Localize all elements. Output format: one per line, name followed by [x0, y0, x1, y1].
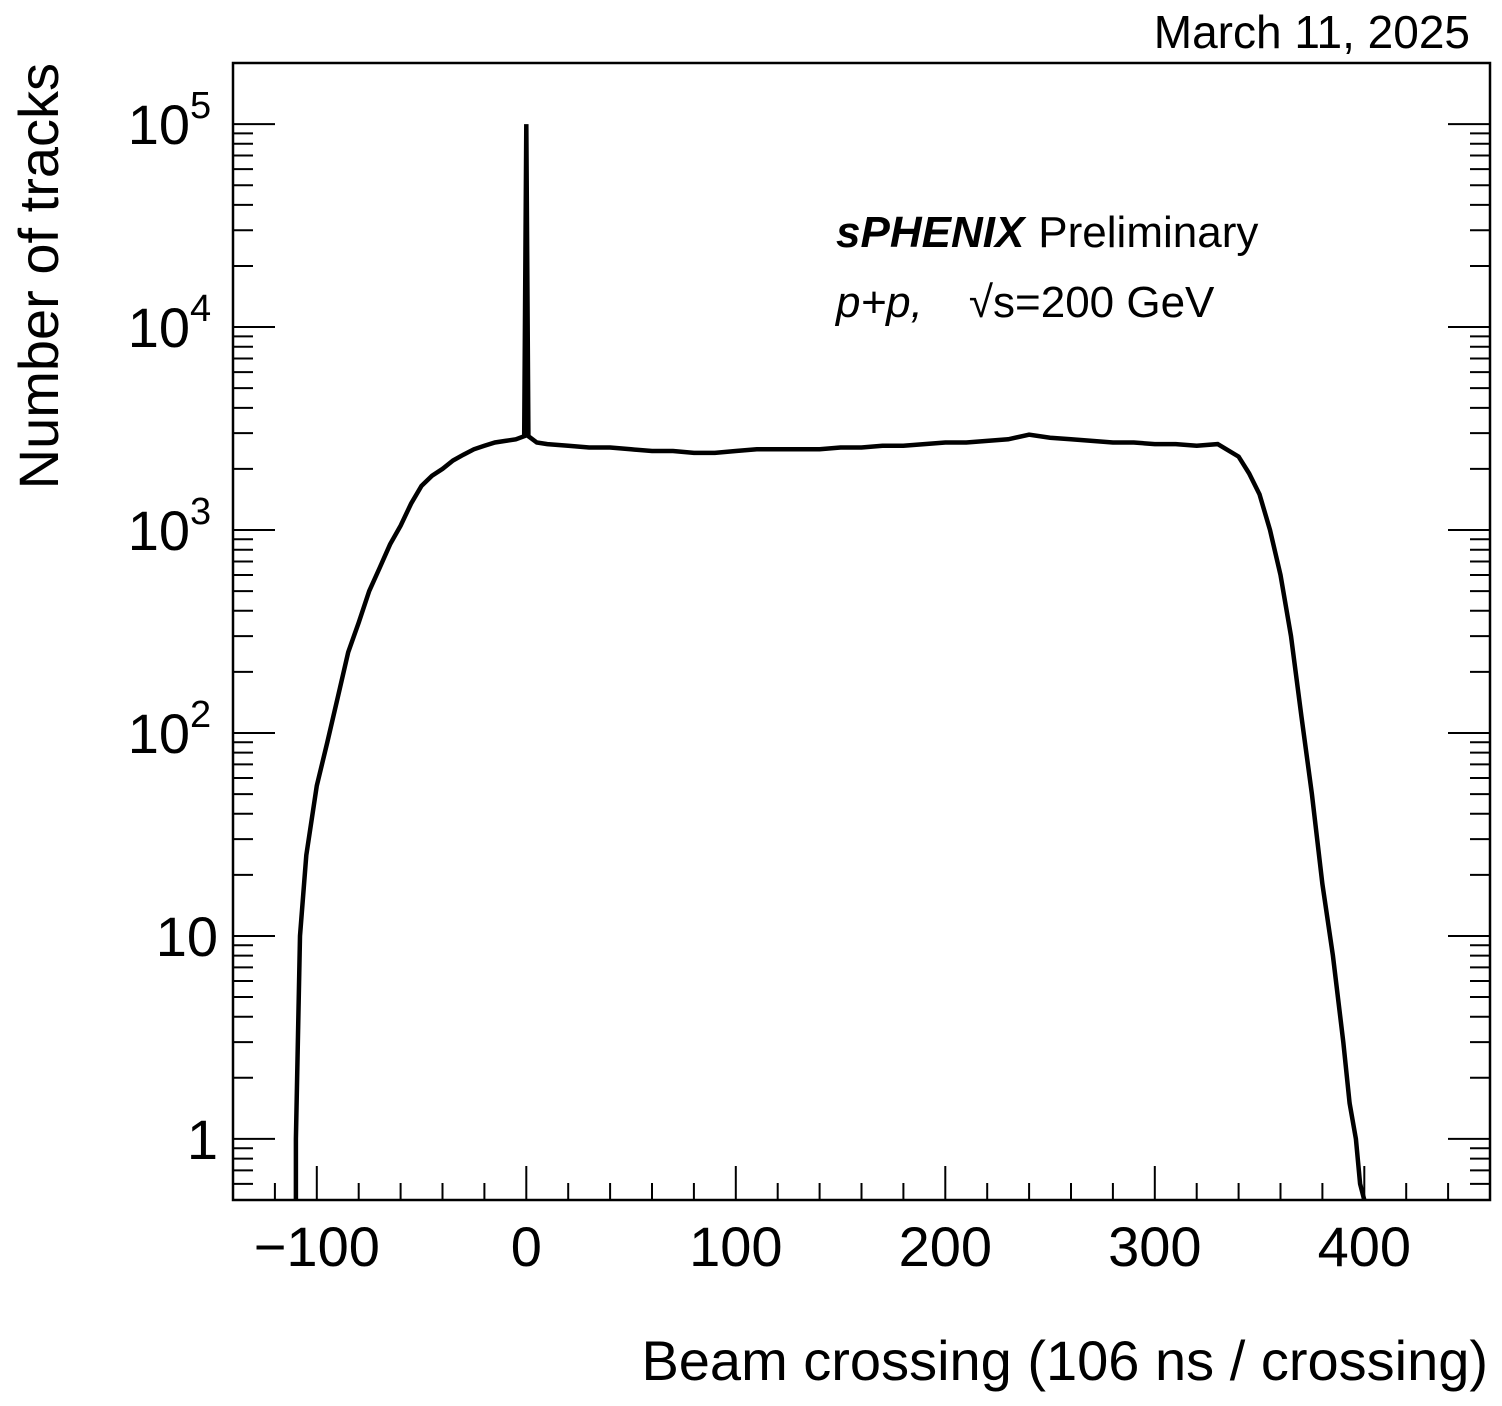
x-axis-label: Beam crossing (106 ns / crossing)	[641, 1329, 1488, 1392]
x-tick-label: 400	[1318, 1215, 1411, 1278]
y-tick-label: 10	[156, 905, 218, 968]
x-tick-label: 300	[1108, 1215, 1201, 1278]
collision-system: p+p,	[834, 278, 923, 327]
date-stamp: March 11, 2025	[1154, 6, 1470, 58]
experiment-label: sPHENIX Preliminary	[836, 208, 1258, 257]
energy-symbol: √s	[969, 278, 1015, 327]
y-tick-label: 10	[128, 93, 190, 156]
x-tick-label: 200	[899, 1215, 992, 1278]
y-tick-exponent: 3	[190, 491, 211, 533]
y-axis-label: Number of tracks	[7, 63, 70, 489]
y-tick-label: 1	[187, 1108, 218, 1171]
x-tick-label: −100	[254, 1215, 380, 1278]
x-tick-label: 0	[511, 1215, 542, 1278]
series-line	[293, 124, 1367, 1201]
y-tick-exponent: 2	[190, 694, 211, 736]
y-tick-label: 10	[128, 702, 190, 765]
energy-value: =200 GeV	[1015, 278, 1215, 327]
y-tick-exponent: 4	[190, 288, 211, 330]
axis-ticks	[232, 62, 1491, 1201]
x-tick-labels: −100 0 100 200 300 400	[254, 1215, 1411, 1278]
status-label: Preliminary	[1038, 208, 1258, 257]
collision-label: p+p, √s=200 GeV	[834, 278, 1215, 327]
experiment-name: sPHENIX	[836, 208, 1027, 257]
y-tick-label: 10	[128, 296, 190, 359]
y-tick-label: 10	[128, 499, 190, 562]
y-tick-exponent: 5	[190, 85, 211, 127]
x-tick-label: 100	[689, 1215, 782, 1278]
